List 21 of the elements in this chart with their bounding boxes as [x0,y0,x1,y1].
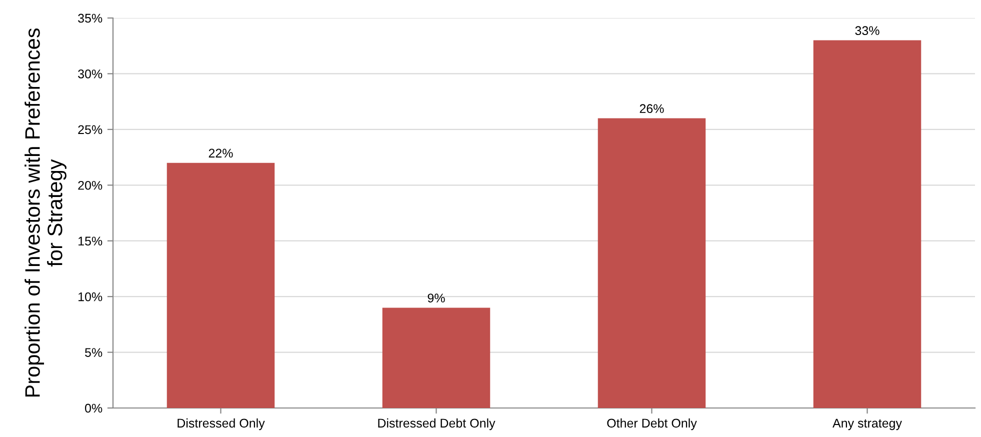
y-tick-label: 30% [78,70,102,78]
bar [813,40,922,408]
bar [382,308,490,408]
data-label: 9% [428,294,445,302]
data-label: 33% [855,26,880,36]
x-tick-label: Other Debt Only [607,418,697,430]
y-tick-label: 5% [85,348,102,357]
bar [166,162,275,408]
y-tick-label: 15% [78,236,102,246]
x-tick-label: Distressed Only [178,418,265,430]
x-tick-label: Any strategy [832,418,902,430]
y-tick-label: 10% [78,292,102,302]
y-tick-label: 0% [85,404,102,413]
y-axis-title: Proportion of Investors with Preferences for Strategy [24,28,66,397]
x-tick-label: Distressed Debt Only [378,418,496,430]
y-tick-label: 20% [78,180,102,190]
bar [598,118,706,408]
data-label: 26% [640,104,664,114]
y-tick-label: 35% [78,14,102,23]
y-tick-label: 25% [78,125,102,134]
data-label: 22% [208,148,233,158]
